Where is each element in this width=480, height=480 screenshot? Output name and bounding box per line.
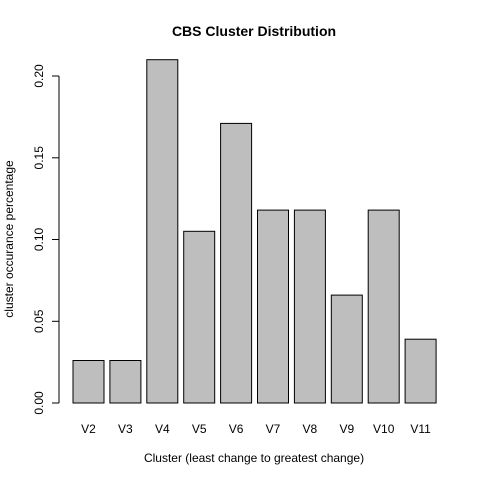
x-tick-label-v6: V6 bbox=[229, 422, 244, 436]
x-tick-label-v10: V10 bbox=[373, 422, 395, 436]
x-axis-label: Cluster (least change to greatest change… bbox=[144, 451, 364, 465]
y-tick-label: 0.05 bbox=[32, 309, 46, 333]
x-tick-label-v3: V3 bbox=[118, 422, 133, 436]
y-tick-label: 0.10 bbox=[32, 227, 46, 251]
y-tick-label: 0.20 bbox=[32, 64, 46, 88]
bars-group bbox=[72, 59, 437, 404]
y-tick-label: 0.00 bbox=[32, 391, 46, 415]
y-ticks-group: 0.00 0.05 0.10 0.15 0.20 bbox=[32, 64, 59, 415]
category-labels-group: V2 V3 V4 V5 V6 V7 V8 V9 V10 V11 bbox=[81, 422, 431, 436]
bar-v3 bbox=[109, 360, 142, 404]
x-tick-label-v9: V9 bbox=[339, 422, 354, 436]
x-tick-label-v8: V8 bbox=[303, 422, 318, 436]
bar-v2 bbox=[72, 360, 105, 404]
x-tick-label-v7: V7 bbox=[266, 422, 281, 436]
y-tick-label: 0.15 bbox=[32, 146, 46, 170]
bar-v7 bbox=[257, 209, 289, 404]
x-tick-label-v2: V2 bbox=[81, 422, 96, 436]
bar-v10 bbox=[367, 209, 400, 404]
y-axis-label: cluster occurance percentage bbox=[2, 160, 16, 318]
x-tick-label-v11: V11 bbox=[410, 422, 431, 436]
bar-v6 bbox=[220, 122, 253, 404]
x-tick-label-v5: V5 bbox=[192, 422, 207, 436]
bar-v4 bbox=[146, 59, 179, 404]
x-tick-label-v4: V4 bbox=[155, 422, 170, 436]
bar-v9 bbox=[330, 294, 363, 404]
bar-v11 bbox=[404, 338, 437, 404]
bar-v8 bbox=[293, 209, 326, 404]
chart-title: CBS Cluster Distribution bbox=[172, 23, 336, 39]
bar-v5 bbox=[183, 230, 216, 404]
